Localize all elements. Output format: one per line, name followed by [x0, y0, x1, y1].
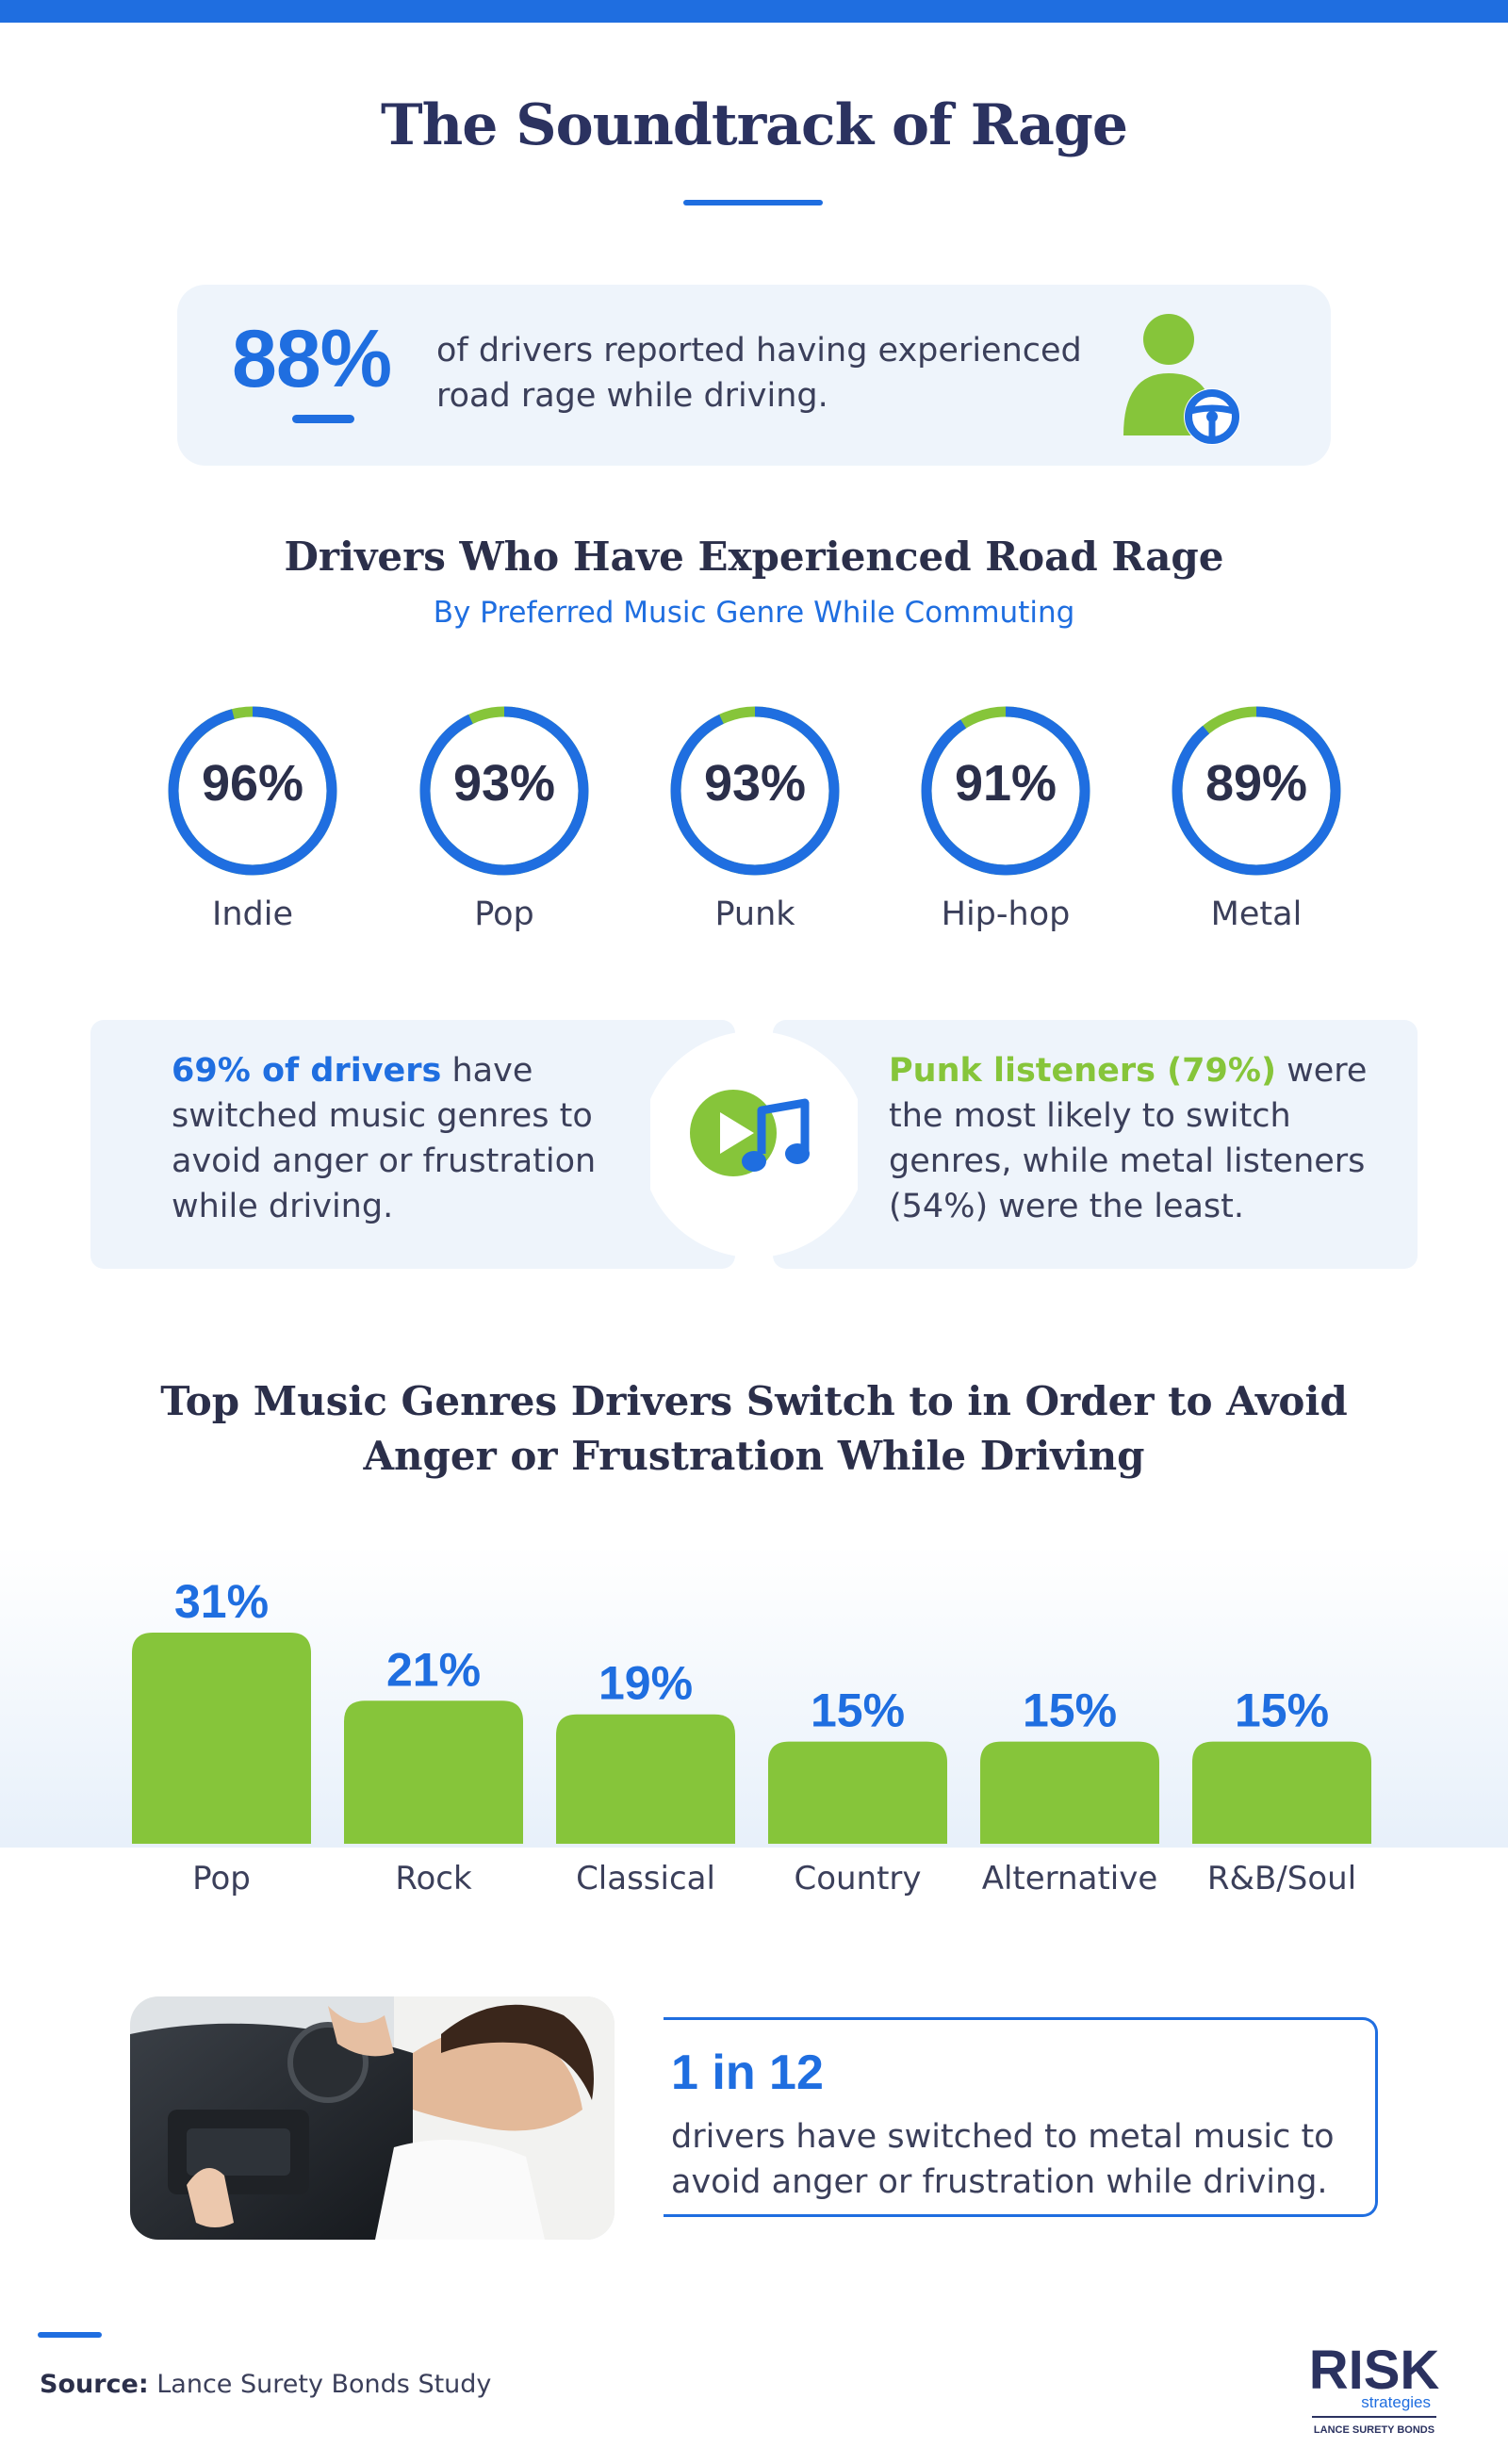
title-underline — [683, 200, 823, 205]
bar-category-label: Alternative — [982, 1860, 1158, 1897]
bar — [980, 1741, 1159, 1844]
genres-section-title: Drivers Who Have Experienced Road Rage — [284, 534, 1224, 580]
genre-gauge: 93% — [665, 701, 844, 880]
gauge-value: 93% — [703, 755, 807, 812]
footer-rule — [38, 2332, 102, 2338]
gauge-value: 93% — [452, 755, 556, 812]
bar-value-label: 15% — [811, 1684, 905, 1737]
chart-title-text: Top Music Genres Drivers Switch to in Or… — [160, 1378, 1348, 1479]
bar-value-label: 31% — [174, 1575, 269, 1628]
driver-photo — [130, 1996, 615, 2240]
chart-title: Top Music Genres Drivers Switch to in Or… — [0, 1374, 1508, 1484]
gauge-label: Hip-hop — [941, 895, 1071, 933]
genre-gauge: 91% — [916, 701, 1095, 880]
switch-stat-panel: 69% of drivers have switched music genre… — [90, 1020, 735, 1269]
logo-tagline: LANCE SURETY BONDS — [1314, 2424, 1434, 2436]
page-title: The Soundtrack of Rage — [380, 92, 1128, 158]
road-rage-stat-card: 88% of drivers reported having experienc… — [177, 285, 1331, 466]
bar-value-label: 19% — [598, 1657, 693, 1710]
stat-underline — [292, 415, 354, 423]
gauge-label: Indie — [212, 895, 293, 933]
punk-stat-panel: Punk listeners (79%) were the most likel… — [773, 1020, 1418, 1269]
bar-category-label: Country — [794, 1860, 921, 1897]
logo-main: RISK — [1309, 2340, 1440, 2401]
bar — [132, 1633, 311, 1844]
switch-stat-text: 69% of drivers have switched music genre… — [172, 1048, 662, 1229]
gauge-value: 89% — [1205, 755, 1308, 812]
gauge-value-arc — [419, 706, 589, 876]
source-note: Source: Lance Surety Bonds Study — [40, 2370, 491, 2399]
bar-chart: 31% Pop 21% Rock 19% Classical 15% Country 15% Al… — [132, 1575, 1371, 1897]
metal-callout: 1 in 12 drivers have switched to metal m… — [664, 2017, 1378, 2217]
gauge-value-arc — [1172, 706, 1341, 876]
switch-stat-highlight: 69% of drivers — [172, 1052, 442, 1090]
gauge-value: 96% — [201, 755, 304, 812]
punk-stat-highlight: Punk listeners (79%) — [889, 1052, 1276, 1090]
punk-stat-text: Punk listeners (79%) were the most likel… — [889, 1048, 1398, 1229]
switch-stat-rest: have switched music genres to avoid ange… — [172, 1052, 597, 1225]
genre-gauge: 96% — [163, 701, 342, 880]
stat-description: of drivers reported having experienced r… — [436, 332, 1082, 415]
bar — [1192, 1741, 1371, 1844]
driver-steering-wheel-icon — [1123, 314, 1240, 445]
gauge-label: Metal — [1210, 895, 1303, 933]
top-accent-bar — [0, 0, 1508, 23]
bar-category-label: Classical — [576, 1860, 715, 1897]
bar-category-label: R&B/Soul — [1207, 1860, 1356, 1897]
logo-sub: strategies — [1361, 2393, 1431, 2411]
stat-value: 88% — [232, 314, 392, 404]
genres-section-subtitle: By Preferred Music Genre While Commuting — [433, 596, 1075, 630]
genre-gauge: 89% — [1167, 701, 1346, 880]
gauge-value-arc — [921, 706, 1090, 876]
gauge-value: 91% — [954, 755, 1057, 812]
callout-text: drivers have switched to metal music to … — [671, 2118, 1335, 2201]
bar — [556, 1714, 735, 1844]
play-music-note-icon — [650, 1031, 858, 1257]
bar — [344, 1700, 523, 1844]
bar-category-label: Rock — [395, 1860, 472, 1897]
source-text: Lance Surety Bonds Study — [156, 2370, 492, 2399]
gauge-label: Punk — [714, 895, 795, 933]
bar-value-label: 21% — [386, 1643, 481, 1696]
bar-value-label: 15% — [1023, 1684, 1117, 1737]
bar — [768, 1741, 947, 1844]
gauge-value-arc — [670, 706, 840, 876]
gauge-value-arc — [168, 706, 337, 876]
bar-value-label: 15% — [1235, 1684, 1329, 1737]
genre-gauge: 93% — [415, 701, 594, 880]
callout-value: 1 in 12 — [671, 2045, 824, 2100]
bar-category-label: Pop — [192, 1860, 251, 1897]
punk-stat-rest: were the most likely to switch genres, w… — [889, 1052, 1368, 1225]
gauge-label: Pop — [474, 895, 534, 933]
risk-strategies-logo: RISK strategies LANCE SURETY BONDS — [1309, 2340, 1440, 2436]
source-label: Source: — [40, 2370, 149, 2399]
